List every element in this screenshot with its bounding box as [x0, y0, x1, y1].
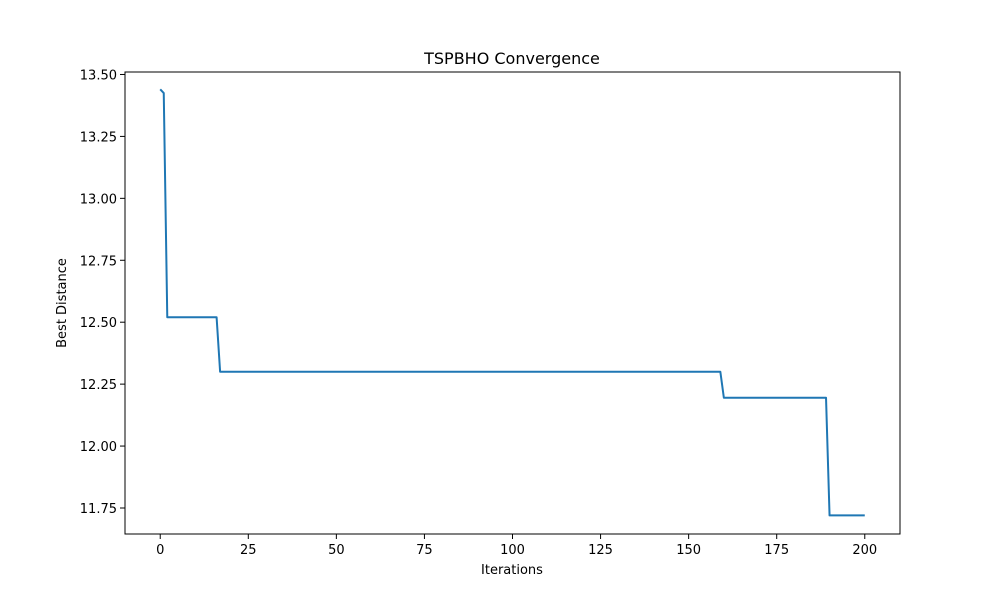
x-axis: 0 25 50 75 100 125 150 175 200 [156, 534, 877, 558]
x-tick-label: 75 [416, 543, 433, 558]
x-tick-label: 25 [240, 543, 257, 558]
plot-area [124, 71, 901, 535]
x-tick-label: 50 [328, 543, 345, 558]
x-tick-label: 125 [588, 543, 613, 558]
y-tick-label: 13.00 [80, 192, 117, 207]
y-axis: 11.75 12.00 12.25 12.50 12.75 13.00 13.25 13.50 [80, 68, 125, 517]
series-line [159, 88, 865, 517]
x-tick-label: 0 [156, 543, 164, 558]
x-tick-label: 200 [852, 543, 877, 558]
plot-frame [124, 71, 901, 535]
y-axis-label: Best Distance [55, 258, 70, 348]
y-tick-label: 12.00 [80, 440, 117, 455]
y-tick-label: 12.50 [80, 316, 117, 331]
y-tick-label: 11.75 [80, 502, 117, 517]
x-tick-label: 100 [500, 543, 525, 558]
y-tick-label: 13.50 [80, 68, 117, 83]
x-tick-label: 175 [764, 543, 789, 558]
series-layer [159, 88, 865, 517]
chart-title: TSPBHO Convergence [423, 49, 600, 68]
x-axis-label: Iterations [481, 563, 543, 578]
x-tick-label: 150 [676, 543, 701, 558]
y-tick-label: 12.25 [80, 378, 117, 393]
y-tick-label: 13.25 [80, 130, 117, 145]
y-tick-label: 12.75 [80, 254, 117, 269]
